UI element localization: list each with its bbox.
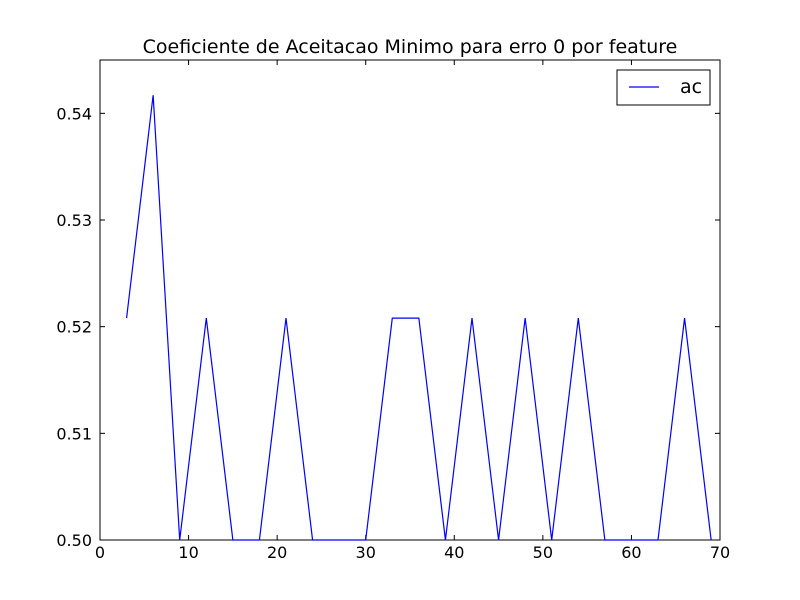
ticks-layer: 0 10 20 30 40 50 60 70 0.50 0.51 0.52 0.53 0.54: [56, 60, 730, 562]
plot-area: [99, 59, 721, 541]
x-tick-label: 20: [267, 543, 287, 562]
x-tick-label: 50: [533, 543, 553, 562]
x-tick-label: 30: [356, 543, 376, 562]
x-tick-label: 10: [178, 543, 198, 562]
y-tick-label: 0.53: [56, 211, 92, 230]
y-tick-label: 0.54: [56, 104, 92, 123]
x-tick-label: 0: [95, 543, 105, 562]
legend: ac: [616, 69, 711, 106]
x-tick-label: 40: [444, 543, 464, 562]
y-tick-label: 0.52: [56, 318, 92, 337]
x-tick-label: 60: [621, 543, 641, 562]
chart-title: Coeficiente de Aceitacao Minimo para err…: [143, 36, 678, 58]
y-tick-label: 0.50: [56, 531, 92, 550]
x-tick-label: 70: [710, 543, 730, 562]
y-tick-label: 0.51: [56, 424, 92, 443]
series-layer: [125, 95, 712, 541]
legend-label-ac: ac: [680, 76, 702, 98]
